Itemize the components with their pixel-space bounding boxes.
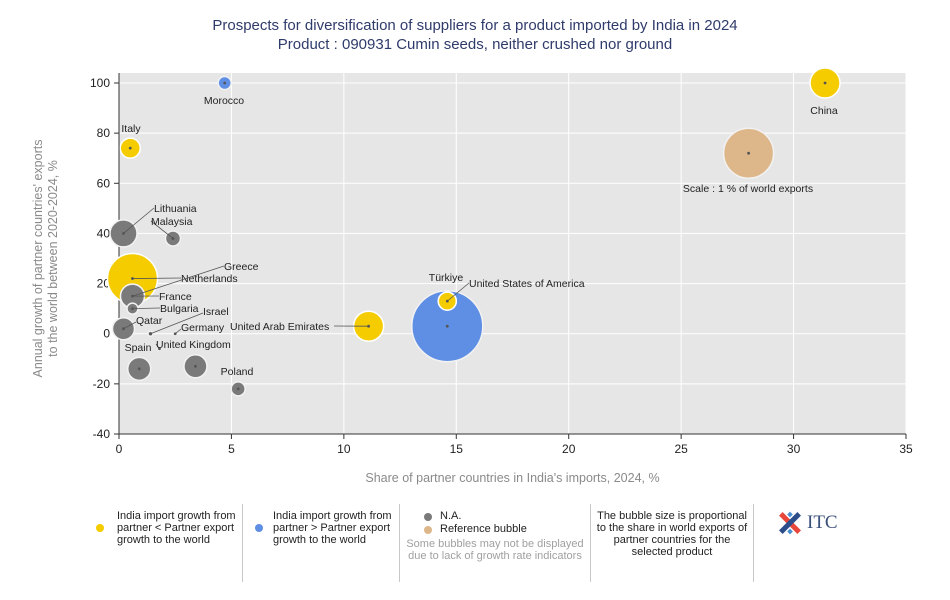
- bubble-label: Netherlands: [181, 273, 238, 285]
- bubble-labels: China Morocco Italy Scale : 1 % of world ex…: [121, 95, 838, 378]
- bubble-label: Greece: [224, 261, 259, 273]
- bubble-label: Germany: [181, 322, 225, 334]
- leader-line: [150, 220, 174, 239]
- leader-line: [123, 321, 137, 330]
- y-tick-label: -20: [93, 377, 111, 391]
- bubble-center-dot: [223, 81, 227, 85]
- legend-higher-text: India import growth from partner > Partn…: [273, 510, 392, 546]
- x-tick-label: 30: [787, 442, 801, 456]
- legend-reference-text: Reference bubble: [440, 523, 527, 535]
- leader-line: [132, 307, 161, 310]
- bubble-label: Israel: [203, 306, 229, 318]
- y-axis-label-line-1: Annual growth of partner countries' expo…: [31, 140, 45, 378]
- x-tick-label: 15: [450, 442, 464, 456]
- bubble-label: United Arab Emirates: [230, 321, 329, 333]
- x-axis-label: Share of partner countries in India's im…: [365, 471, 659, 485]
- y-axis-label-line-2: to the world between 2020-2024, %: [46, 160, 60, 357]
- bubble-label: Scale : 1 % of world exports: [683, 183, 813, 195]
- leader-line: [132, 265, 225, 297]
- y-tick-label: 100: [90, 76, 110, 90]
- y-tick-label: 80: [97, 126, 111, 140]
- bubble-center-dot: [194, 364, 197, 368]
- y-axis-label: Annual growth of partner countries' expo…: [31, 140, 60, 378]
- bubble-label: Morocco: [204, 95, 244, 107]
- legend-item-na-reference: N.A. Reference bubble Some bubbles may n…: [400, 504, 590, 582]
- x-tick-label: 10: [337, 442, 351, 456]
- legend-lower-text: India import growth from partner < Partn…: [117, 510, 236, 546]
- bubble-center-dot: [823, 81, 827, 85]
- bubble-center-dot: [445, 324, 449, 328]
- bubble-label: Malaysia: [151, 216, 193, 228]
- bubble-label: United States of America: [469, 278, 585, 290]
- bubble-label: Italy: [121, 123, 141, 135]
- bubble-center-dot: [747, 151, 750, 155]
- gray-dot-icon: [424, 513, 432, 521]
- leader-line: [447, 282, 470, 302]
- bubble-center-dot: [137, 367, 141, 371]
- bubbles: [106, 67, 841, 397]
- itc-logo-icon: [779, 511, 801, 535]
- tan-dot-icon: [424, 526, 432, 534]
- bubble-label: China: [810, 105, 838, 117]
- bubble-label: Türkiye: [429, 272, 464, 284]
- legend-divider: [242, 504, 243, 582]
- itc-logo: ITC: [775, 508, 855, 538]
- legend-na-text: N.A.: [440, 510, 462, 522]
- y-tick-label: 0: [103, 327, 110, 341]
- leader-line: [150, 312, 204, 335]
- legend-divider: [399, 504, 400, 582]
- bubble-label: United Kingdom: [156, 339, 231, 351]
- title-line-2: Product : 090931 Cumin seeds, neither cr…: [277, 36, 673, 53]
- x-tick-label: 25: [674, 442, 688, 456]
- legend: India import growth from partner < Partn…: [90, 504, 860, 582]
- legend-divider: [590, 504, 591, 582]
- leader-line: [174, 328, 182, 335]
- leader-line: [155, 343, 160, 349]
- grid-lines: [119, 73, 907, 434]
- bubble-label: Bulgaria: [160, 303, 199, 315]
- x-tick-label: 35: [899, 442, 913, 456]
- x-tick-label: 0: [116, 442, 123, 456]
- x-tick-label: 5: [228, 442, 235, 456]
- bubble-label: France: [159, 291, 192, 303]
- legend-item-higher: India import growth from partner > Partn…: [243, 504, 399, 582]
- legend-divider: [753, 504, 754, 582]
- bubble-center-dot: [128, 146, 132, 150]
- bubble-label: Spain: [125, 342, 152, 354]
- legend-item-size: The bubble size is proportional to the s…: [591, 504, 753, 582]
- chart-title: Prospects for diversification of supplie…: [0, 16, 950, 54]
- y-tick-label: 60: [97, 176, 111, 190]
- x-tick-label: 20: [562, 442, 576, 456]
- title-line-1: Prospects for diversification of supplie…: [212, 17, 738, 34]
- itc-logo-text: ITC: [807, 512, 838, 533]
- plot-area: [119, 73, 906, 434]
- blue-dot-icon: [255, 524, 263, 532]
- bubble-label: Poland: [221, 366, 254, 378]
- yellow-dot-icon: [96, 524, 104, 532]
- y-tick-label: 40: [97, 226, 111, 240]
- bubble-label: Lithuania: [154, 203, 197, 215]
- legend-item-lower: India import growth from partner < Partn…: [90, 504, 242, 582]
- legend-size-text: The bubble size is proportional to the s…: [596, 510, 748, 558]
- y-tick-label: -40: [93, 427, 111, 441]
- leader-line: [123, 207, 155, 234]
- legend-note: Some bubbles may not be displayed due to…: [406, 538, 584, 562]
- leader-line: [132, 277, 182, 279]
- bubble-center-dot: [236, 387, 240, 391]
- bubble-label: Qatar: [136, 315, 163, 327]
